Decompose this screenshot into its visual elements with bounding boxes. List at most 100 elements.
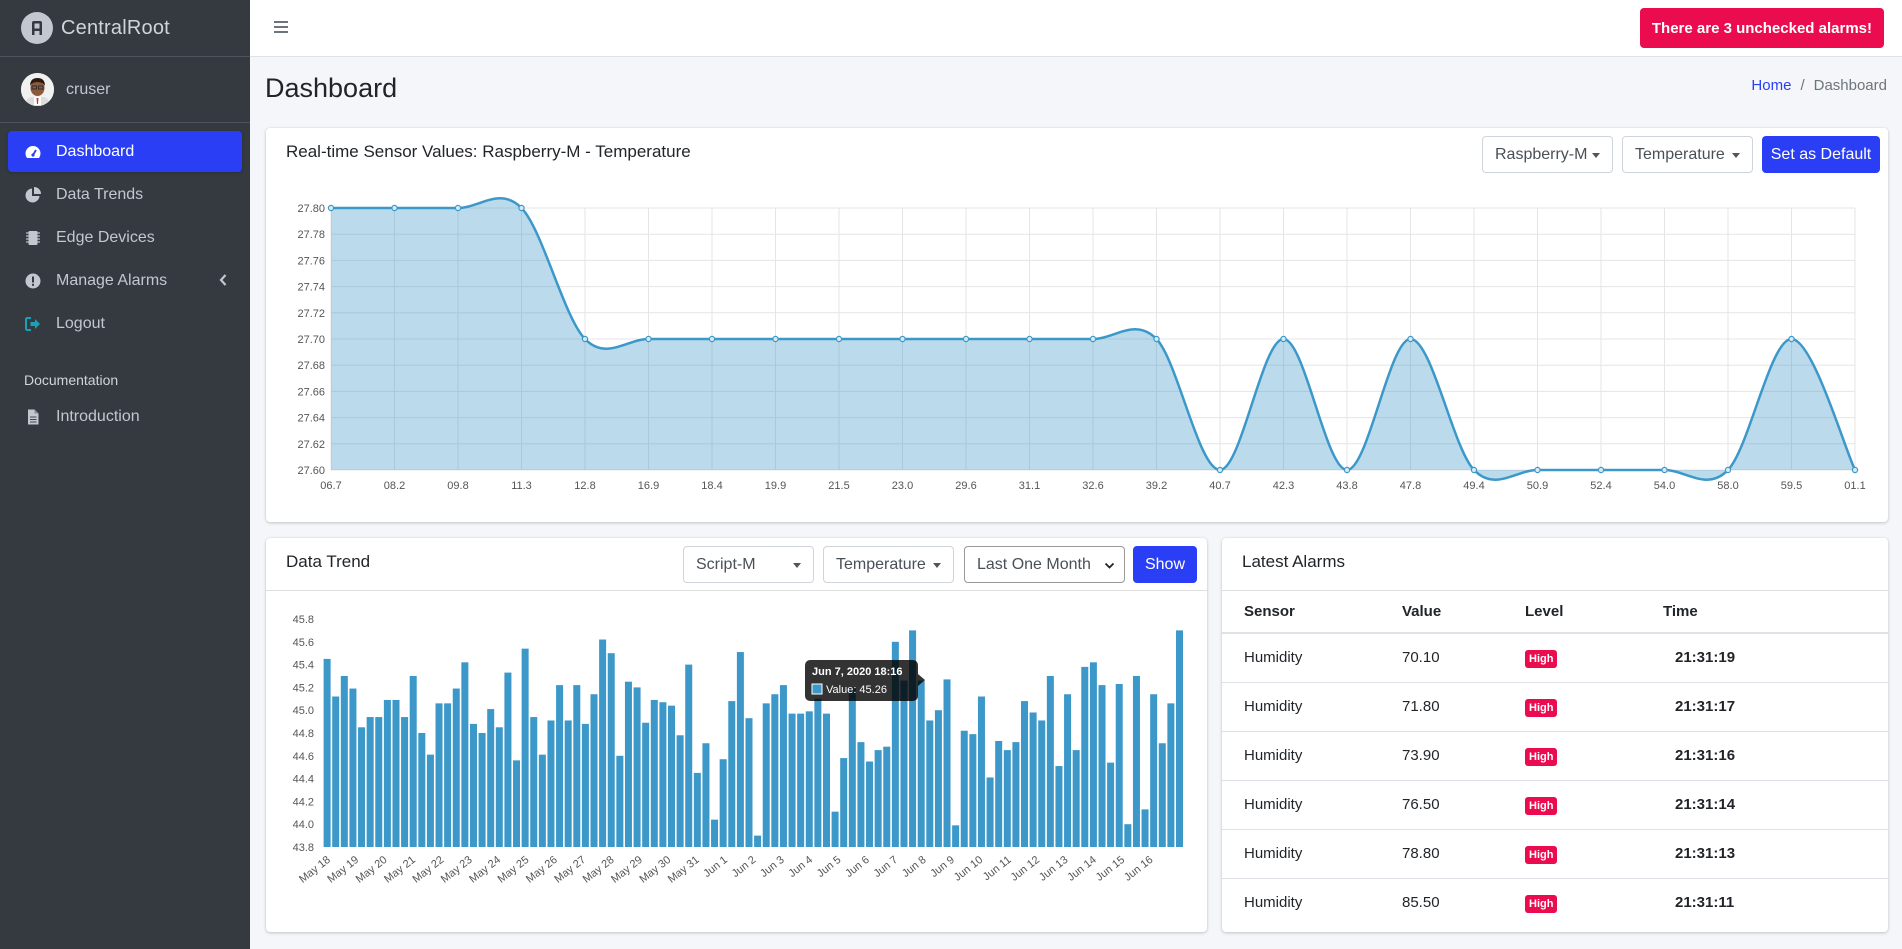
realtime-area-chart: 27.80 27.78 27.76 27.74 27.72 27.70 27.68 27.66… [297, 197, 1866, 492]
bar [831, 811, 839, 847]
table-row: Humidity 85.50 High 21:31:11 [1222, 877, 1888, 927]
x-tick-label: May 24 [467, 854, 503, 886]
bar [469, 723, 477, 847]
bar [960, 730, 968, 847]
level-badge: High [1525, 846, 1558, 864]
realtime-sensor-select[interactable]: Temperature [1622, 136, 1753, 173]
data-point [899, 335, 906, 343]
data-point [708, 335, 716, 343]
bar [934, 710, 942, 847]
bar [969, 734, 977, 847]
value-cell: 70.10 [1402, 632, 1525, 682]
trend-device-select[interactable]: Script-M [683, 546, 814, 583]
set-as-default-button[interactable]: Set as Default [1762, 136, 1880, 173]
x-tick-label: Jun 16 [1122, 854, 1155, 884]
x-tick-label: 47.8 [1400, 480, 1421, 492]
y-tick-label: 43.8 [293, 842, 314, 854]
bar [788, 713, 796, 847]
tooltip-date: Jun 7, 2020 18:16 [812, 666, 903, 678]
sidebar-item-label: Dashboard [56, 142, 135, 160]
bar [556, 685, 564, 847]
bar [616, 755, 624, 847]
bar [1175, 630, 1183, 847]
column-header-value: Value [1402, 590, 1525, 634]
data-point [1470, 466, 1478, 474]
bar [685, 664, 693, 847]
bar [349, 688, 357, 847]
bar [418, 733, 426, 847]
table-row: Humidity 73.90 High 21:31:16 [1222, 730, 1888, 780]
x-tick-label: May 20 [354, 854, 390, 886]
bar [986, 777, 994, 847]
alarms-table: Sensor Value Level Time Humidity 70.10 H… [1222, 590, 1888, 927]
card-divider [266, 590, 1207, 591]
data-point [518, 204, 525, 212]
bar [1089, 662, 1097, 847]
data-point [327, 204, 335, 212]
bar [435, 703, 443, 847]
bar [805, 711, 813, 847]
chevron-down-icon [1104, 562, 1115, 569]
x-tick-label: Jun 4 [786, 854, 815, 880]
hamburger-menu-icon[interactable] [273, 19, 289, 35]
x-tick-label: 21.5 [828, 480, 849, 492]
data-point [1724, 466, 1732, 474]
unchecked-alarms-button[interactable]: There are 3 unchecked alarms! [1639, 8, 1884, 48]
x-tick-label: 59.5 [1781, 480, 1802, 492]
table-row: Humidity 78.80 High 21:31:13 [1222, 828, 1888, 878]
user-panel[interactable]: cruser [0, 57, 250, 123]
sidebar-item-data-trends[interactable]: Data Trends [8, 174, 242, 215]
top-navbar: There are 3 unchecked alarms! [250, 0, 1902, 57]
sidebar-item-manage-alarms[interactable]: Manage Alarms [8, 260, 242, 301]
level-badge: High [1525, 748, 1558, 766]
trend-range-select[interactable]: Last One Month [964, 546, 1125, 583]
bar [952, 825, 960, 847]
x-tick-label: Jun 1 [701, 854, 730, 880]
breadcrumb: Home / Dashboard [1751, 77, 1887, 94]
y-tick-label: 45.6 [293, 637, 314, 649]
realtime-sensor-card: Real-time Sensor Values: Raspberry-M - T… [266, 128, 1888, 522]
data-point [1026, 335, 1033, 343]
y-tick-label: 27.78 [297, 229, 325, 241]
bar [607, 653, 615, 847]
sidebar-item-introduction[interactable]: Introduction [8, 396, 242, 437]
brand[interactable]: CentralRoot [0, 0, 250, 57]
x-tick-label: Jun 8 [900, 854, 929, 880]
bar [366, 717, 374, 847]
realtime-device-select[interactable]: Raspberry-M [1482, 136, 1613, 173]
sidebar: CentralRoot cruser Dashboard [0, 0, 250, 949]
y-tick-label: 44.0 [293, 819, 314, 831]
show-trend-button[interactable]: Show [1133, 546, 1197, 583]
bar [693, 772, 701, 847]
series-line [330, 197, 1857, 481]
x-tick-label: 11.3 [511, 480, 532, 492]
bar [444, 703, 452, 847]
sidebar-item-dashboard[interactable]: Dashboard [8, 131, 242, 172]
bar [521, 648, 529, 847]
value-cell: 78.80 [1402, 828, 1525, 878]
sidebar-item-edge-devices[interactable]: Edge Devices [8, 217, 242, 258]
user-name: cruser [66, 80, 111, 98]
data-trend-bar-chart: 45.8 45.6 45.4 45.2 45.0 44.8 44.6 44.4 44.2 44.0… [293, 614, 1183, 886]
bar [461, 662, 469, 847]
microchip-icon [24, 229, 42, 247]
data-point [645, 335, 652, 343]
x-tick-label: Jun 2 [730, 854, 759, 880]
column-header-sensor: Sensor [1222, 590, 1402, 634]
avatar [21, 73, 54, 106]
data-point [1089, 335, 1097, 343]
brand-name: CentralRoot [61, 16, 170, 39]
x-tick-label: Jun 14 [1065, 854, 1098, 884]
select-value: Temperature [836, 555, 926, 573]
sidebar-item-logout[interactable]: Logout [8, 303, 242, 344]
sensor-cell: Humidity [1222, 632, 1402, 682]
breadcrumb-home-link[interactable]: Home [1751, 77, 1792, 94]
bar [1029, 712, 1037, 847]
x-tick-label: 23.0 [892, 480, 913, 492]
tooltip-swatch [811, 683, 823, 695]
trend-sensor-select[interactable]: Temperature [823, 546, 954, 583]
x-tick-label: May 18 [297, 854, 333, 886]
gauge-icon [24, 143, 42, 161]
bar [581, 723, 589, 847]
bar [874, 750, 882, 847]
